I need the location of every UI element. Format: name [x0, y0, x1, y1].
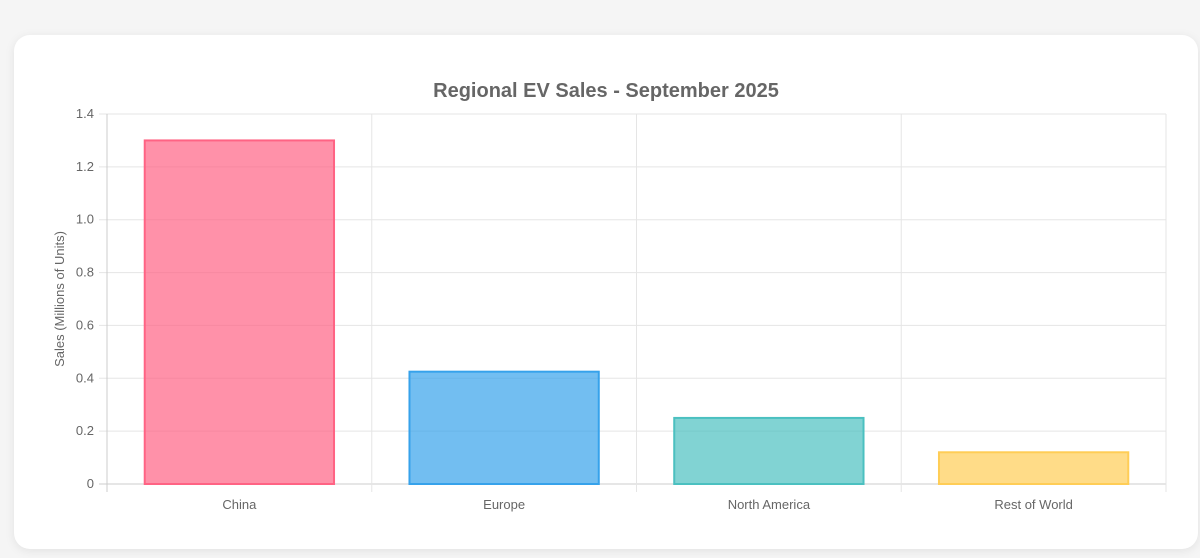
y-tick-label: 0.4	[76, 370, 94, 385]
y-tick-label: 1.2	[76, 159, 94, 174]
y-ticks: 0 0.2 0.4 0.6 0.8 1.0 1.2 1.4	[76, 106, 94, 491]
y-tick-label: 1.4	[76, 106, 94, 121]
y-axis-label: Sales (Millions of Units)	[52, 231, 67, 367]
x-tick-label: North America	[728, 497, 811, 512]
y-tick-label: 0	[87, 476, 94, 491]
x-tick-label: Europe	[483, 497, 525, 512]
y-tick-label: 0.2	[76, 423, 94, 438]
bar-rest-of-world[interactable]	[937, 451, 1130, 485]
bar-europe[interactable]	[408, 370, 600, 485]
bar-north-america[interactable]	[673, 416, 865, 485]
x-tick-label: Rest of World	[994, 497, 1073, 512]
bar-china[interactable]	[143, 139, 336, 486]
y-tick-label: 0.8	[76, 265, 94, 280]
bars	[143, 139, 1130, 486]
y-tick-label: 0.6	[76, 317, 94, 332]
x-ticks: China Europe North America Rest of World	[222, 497, 1072, 512]
chart-title: Regional EV Sales - September 2025	[433, 80, 779, 102]
x-tick-label: China	[222, 497, 257, 512]
y-tick-label: 1.0	[76, 212, 94, 227]
